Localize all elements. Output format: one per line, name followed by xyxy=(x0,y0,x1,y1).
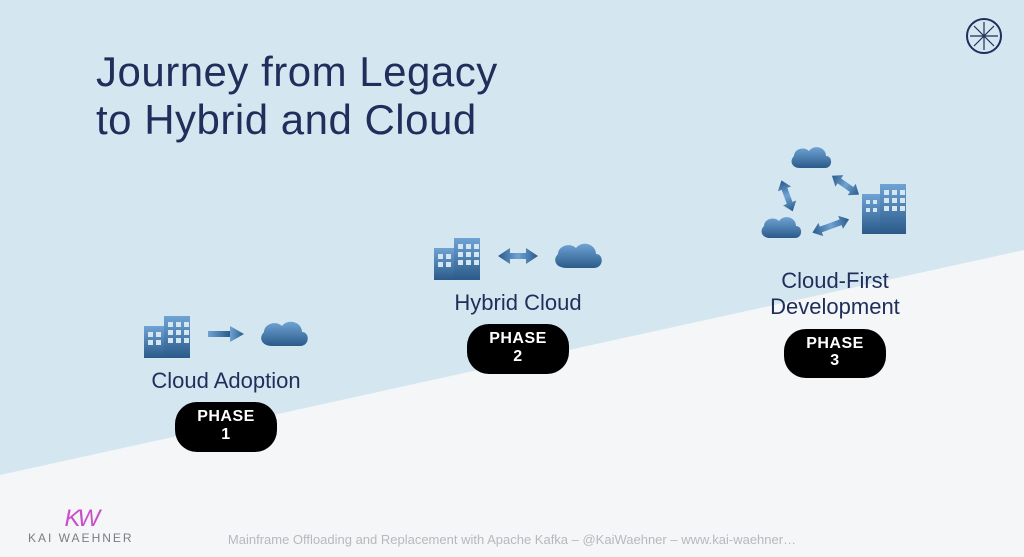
footer-text: Mainframe Offloading and Replacement wit… xyxy=(0,532,1024,547)
compass-logo-icon xyxy=(964,16,1004,61)
badge-text: PHASE xyxy=(197,408,255,425)
slide: Journey from Legacy to Hybrid and Cloud xyxy=(0,0,1024,557)
badge-number: 3 xyxy=(806,352,864,370)
phase-2-badge: PHASE 2 xyxy=(467,324,569,373)
title-line-1: Journey from Legacy xyxy=(96,48,498,95)
badge-number: 2 xyxy=(489,348,547,366)
phase-1-badge: PHASE 1 xyxy=(175,402,277,451)
phase-1-group: Cloud Adoption PHASE 1 xyxy=(140,308,312,452)
logo-name: KAI WAEHNER xyxy=(28,531,134,545)
building-icon xyxy=(430,230,488,282)
author-logo: KW KAI WAEHNER xyxy=(28,505,134,545)
phase-2-label: Hybrid Cloud xyxy=(430,290,606,316)
phase-3-icons xyxy=(740,140,930,260)
phase-3-label-line-1: Cloud-First xyxy=(781,268,889,293)
multi-cloud-icon xyxy=(740,140,930,255)
badge-number: 1 xyxy=(197,426,255,444)
content: Journey from Legacy to Hybrid and Cloud xyxy=(0,0,1024,557)
phase-2-icons xyxy=(430,230,606,282)
phase-3-badge: PHASE 3 xyxy=(784,329,886,378)
phase-1-icons xyxy=(140,308,312,360)
building-icon xyxy=(140,308,198,360)
cloud-icon xyxy=(254,314,312,354)
slide-title: Journey from Legacy to Hybrid and Cloud xyxy=(96,48,498,145)
badge-text: PHASE xyxy=(806,335,864,352)
cloud-icon xyxy=(548,236,606,276)
phase-3-label-line-2: Development xyxy=(770,294,900,319)
phase-3-group: Cloud-First Development PHASE 3 xyxy=(740,140,930,378)
badge-text: PHASE xyxy=(489,330,547,347)
phase-3-label: Cloud-First Development xyxy=(740,268,930,321)
arrow-bidirectional-icon xyxy=(496,246,540,266)
phase-2-group: Hybrid Cloud PHASE 2 xyxy=(430,230,606,374)
title-line-2: to Hybrid and Cloud xyxy=(96,96,477,143)
logo-mark: KW xyxy=(28,505,134,533)
arrow-right-icon xyxy=(206,324,246,344)
phase-1-label: Cloud Adoption xyxy=(140,368,312,394)
